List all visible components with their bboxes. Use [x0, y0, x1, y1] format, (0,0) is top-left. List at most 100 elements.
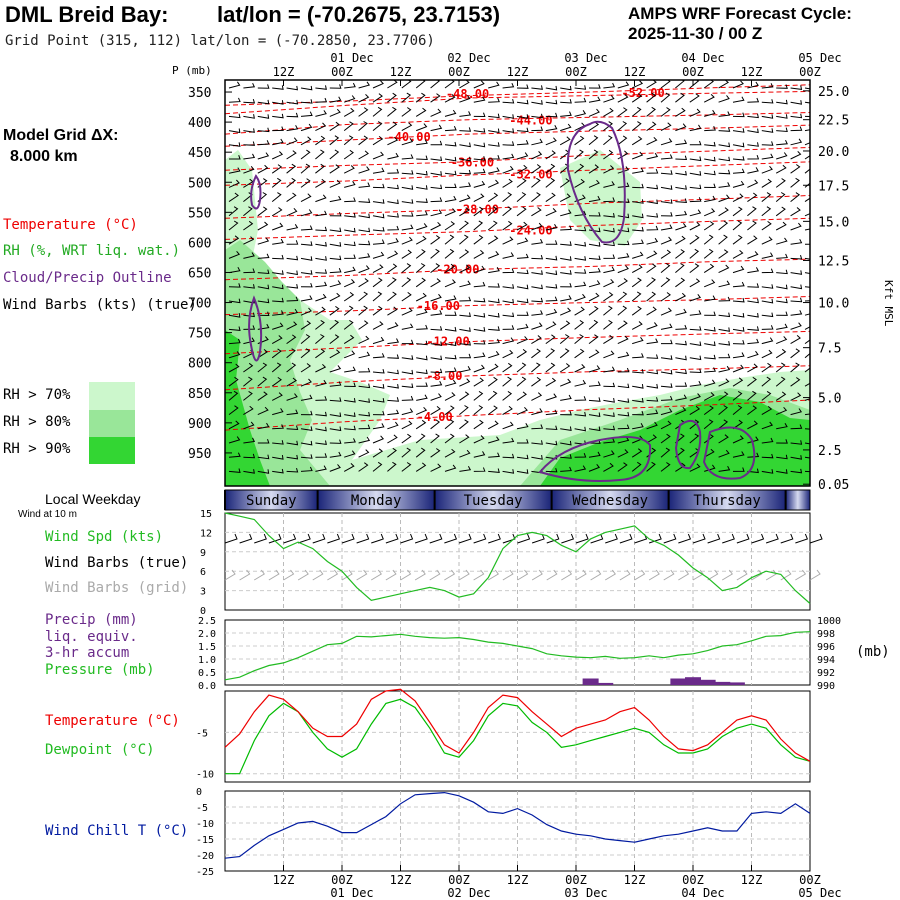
- bottom-time-label: 12Z: [390, 873, 412, 887]
- grid-wind-barb: [400, 569, 412, 581]
- wind-barb: [343, 334, 355, 345]
- wind-barb: [286, 283, 299, 289]
- height-axis-title: Kft MSL: [882, 280, 895, 327]
- pressure-ytick: 994: [817, 655, 835, 666]
- wind-barb: [718, 449, 730, 458]
- wind-barb: [776, 253, 788, 259]
- wind-barb: [603, 292, 614, 302]
- wind-barb: [343, 107, 355, 117]
- model-grid-label: Model Grid ΔX:: [3, 127, 119, 144]
- wind-barb: [660, 236, 673, 245]
- wind-barb: [747, 192, 758, 203]
- wind-barb: [660, 307, 672, 316]
- wind-barb: [804, 339, 810, 345]
- wind-barb: [603, 227, 615, 233]
- wind-barb: [603, 107, 614, 117]
- wind-barb: [257, 298, 270, 304]
- wind-barb: [372, 226, 385, 232]
- wind-barb: [487, 420, 499, 430]
- true-wind-barb: [561, 533, 575, 544]
- wind-barb: [718, 80, 729, 89]
- wind-barb: [502, 453, 515, 459]
- wind-barb: [545, 125, 558, 132]
- temp-ytick: -5: [196, 728, 208, 739]
- wind-barb: [502, 206, 512, 217]
- wind-barb: [675, 292, 687, 302]
- wind-barb: [531, 270, 543, 275]
- wind-barb: [286, 409, 299, 416]
- wind-barb: [300, 378, 312, 387]
- wind-barb: [588, 292, 600, 302]
- wind-barb: [228, 405, 239, 415]
- chill-ytick: -25: [196, 867, 214, 878]
- cloud-outline-5: [674, 419, 702, 470]
- wind-barb: [761, 298, 774, 304]
- wind-barb: [243, 469, 255, 474]
- wind-barb: [430, 197, 443, 203]
- wind-barb: [617, 291, 628, 302]
- wind-barb: [372, 199, 385, 204]
- wind-barb: [444, 208, 456, 217]
- grid-wind-barb: [765, 569, 777, 581]
- wind-barb: [531, 335, 542, 345]
- wind-barb: [732, 250, 744, 259]
- wind-barb: [401, 199, 414, 204]
- wind-barb: [603, 135, 613, 146]
- wind-barb: [531, 192, 541, 202]
- wind-barb: [531, 440, 543, 445]
- legend-wind-barbs: Wind Barbs (kts) (true): [3, 297, 197, 313]
- wind-barb: [516, 362, 527, 373]
- wind-barb: [416, 139, 428, 146]
- wind-barb: [574, 426, 587, 432]
- wind-barb: [704, 341, 716, 347]
- wind-barb: [257, 253, 270, 259]
- grid-point-label: Grid Point (315, 112) lat/lon = (-70.285…: [5, 33, 435, 49]
- wind-barb: [358, 367, 371, 373]
- wind-barb: [545, 334, 556, 345]
- wind-barb: [804, 456, 810, 459]
- weekday-segment: [668, 490, 786, 510]
- wind-barb: [329, 412, 342, 418]
- wind-barb: [531, 138, 543, 146]
- wind-barb: [689, 209, 702, 217]
- wind-barb: [660, 138, 673, 146]
- wind-barb: [516, 376, 527, 387]
- wind-barb: [761, 206, 772, 217]
- wind-barb: [286, 362, 297, 373]
- wind-barb: [430, 406, 441, 416]
- wind-barb: [804, 115, 810, 117]
- wind-barb: [502, 349, 514, 359]
- wind-barb: [545, 177, 556, 188]
- isotherm-line: [225, 161, 810, 186]
- wind-barb: [387, 121, 398, 132]
- wind-barb: [603, 450, 615, 458]
- weekday-label: Wednesday: [572, 493, 648, 509]
- wind-barb: [804, 348, 810, 359]
- true-wind-barb: [385, 533, 399, 544]
- wind-barb: [675, 462, 686, 472]
- wind-barb: [444, 195, 457, 203]
- wind-barb: [588, 280, 601, 288]
- wind-barb: [300, 320, 312, 330]
- wind-barb: [300, 282, 313, 288]
- wind-barb: [631, 291, 642, 302]
- grid-wind-barb: [795, 569, 807, 581]
- wind-barb: [732, 265, 745, 274]
- wind-barb: [732, 339, 745, 345]
- wind-barb: [228, 113, 241, 119]
- wind-barb: [416, 170, 428, 176]
- wind-barb: [804, 300, 810, 302]
- weekday-segment: [434, 490, 552, 510]
- true-wind-barb: [502, 533, 516, 544]
- wind-barb: [588, 426, 601, 432]
- isotherm-label: -12.00: [426, 335, 469, 349]
- wind-barb: [387, 369, 399, 375]
- wind-barb: [300, 348, 311, 359]
- wind-barb: [430, 326, 443, 331]
- wind-barb: [545, 150, 556, 160]
- wind-barb: [315, 210, 328, 217]
- wind-barb: [488, 250, 500, 259]
- isotherm-label: -44.00: [509, 113, 552, 127]
- wind-barb: [588, 211, 601, 217]
- wind-barb: [646, 369, 659, 375]
